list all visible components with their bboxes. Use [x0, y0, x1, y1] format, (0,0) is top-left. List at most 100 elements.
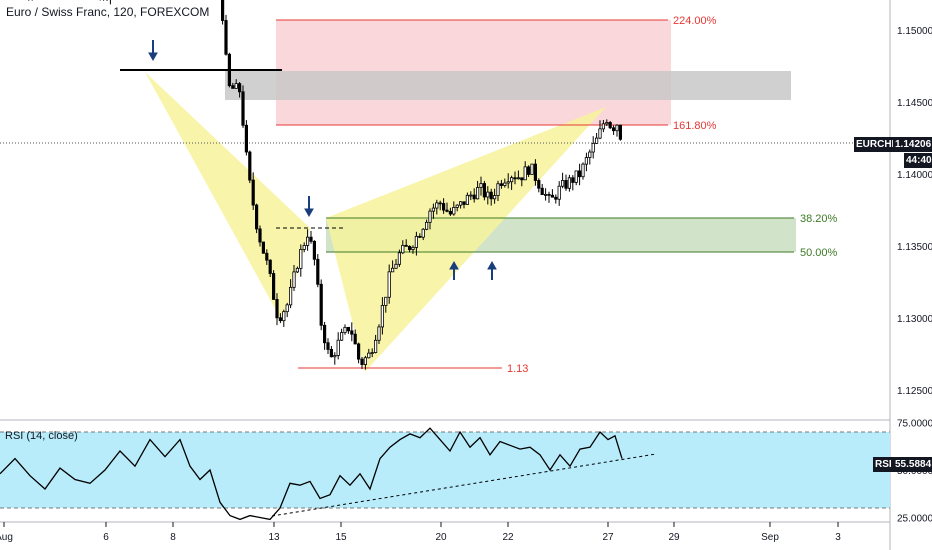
- candle-body: [571, 177, 575, 183]
- candle-body: [394, 263, 398, 269]
- candle-body: [458, 201, 463, 206]
- candle-body: [475, 187, 480, 200]
- candle-body: [370, 352, 374, 354]
- candle-body: [404, 244, 408, 247]
- candle-body: [241, 91, 245, 126]
- price-axis-tick: 1.14500: [897, 98, 932, 109]
- candle-body: [244, 124, 248, 153]
- candle-body: [234, 83, 238, 89]
- candle-body: [414, 235, 419, 248]
- candle-body: [360, 358, 364, 365]
- time-axis-tick: 13: [268, 532, 280, 543]
- candle-body: [302, 245, 306, 250]
- candle-body: [407, 245, 412, 250]
- candle-body: [258, 228, 262, 243]
- time-axis-tick: Sep: [761, 532, 779, 543]
- candle-body: [486, 191, 490, 198]
- candle-body: [397, 252, 402, 265]
- fib-224-label: 224.00%: [673, 15, 717, 27]
- candle-body: [435, 202, 439, 209]
- candle-body: [598, 128, 602, 139]
- candle-body: [346, 326, 351, 332]
- candle-body: [445, 209, 449, 212]
- candle-body: [278, 317, 283, 322]
- price-axis-tick: 1.13500: [897, 242, 932, 253]
- arrow-down-icon: [304, 196, 314, 218]
- candle-body: [438, 202, 442, 205]
- candle-body: [424, 221, 429, 230]
- level-113-label: 1.13: [507, 363, 528, 375]
- candle-body: [343, 326, 347, 333]
- candle-body: [292, 271, 296, 288]
- rsi-series-line: [0, 427, 623, 521]
- candle-body: [261, 241, 266, 254]
- candle-body: [567, 177, 572, 189]
- candle-body: [612, 127, 616, 132]
- candle-body: [581, 163, 585, 178]
- candle-body: [299, 249, 303, 269]
- candle-body: [363, 357, 368, 365]
- candle-body: [506, 181, 510, 184]
- candle-body: [595, 137, 599, 144]
- candle-body: [533, 163, 538, 181]
- candle-body: [605, 122, 609, 125]
- arrow-up-icon: [487, 260, 497, 280]
- candle-body: [336, 339, 340, 356]
- candle-body: [479, 183, 483, 188]
- candle-body: [462, 201, 466, 205]
- candle-body: [227, 53, 231, 87]
- candle-body: [231, 85, 235, 89]
- candle-body: [373, 339, 378, 353]
- candle-body: [295, 267, 300, 273]
- candle-body: [523, 166, 527, 181]
- candle-body: [265, 252, 269, 261]
- candle-body: [537, 180, 541, 189]
- candle-body: [339, 332, 344, 341]
- time-axis-tick: 27: [602, 532, 614, 543]
- candle-body: [561, 180, 565, 187]
- candle-body: [428, 210, 432, 223]
- candle-body: [618, 124, 623, 140]
- candle-body: [452, 207, 456, 215]
- candle-body: [448, 210, 453, 215]
- candle-body: [503, 182, 507, 186]
- candle-body: [530, 163, 534, 175]
- candle-body: [615, 124, 619, 132]
- candle-body: [288, 286, 293, 306]
- candle-body: [326, 342, 330, 350]
- price-tag: 1.14206: [893, 137, 932, 152]
- countdown-tag: 44:40: [904, 153, 932, 168]
- candle-body: [441, 203, 446, 211]
- candle-body: [469, 194, 473, 197]
- candle-body: [387, 271, 391, 298]
- candle-body: [550, 194, 555, 198]
- rsi-axis-tick: 75.0000: [897, 419, 932, 430]
- time-axis-tick: 20: [435, 532, 447, 543]
- candle-body: [319, 283, 323, 326]
- candle-body: [285, 304, 289, 313]
- time-axis-tick: 3: [835, 532, 841, 543]
- fib-1618-label: 161.80%: [673, 120, 717, 132]
- candle-body: [496, 183, 500, 196]
- candle-body: [513, 177, 517, 180]
- time-axis-tick: 29: [668, 532, 680, 543]
- candle-body: [329, 349, 334, 358]
- candle-body: [584, 157, 589, 165]
- chart-title: Euro / Swiss Franc, 120, FOREXCOM: [6, 5, 210, 19]
- candle-body: [492, 195, 497, 200]
- candle-body: [564, 180, 568, 189]
- candle-body: [384, 296, 388, 306]
- candle-body: [367, 352, 371, 359]
- symbol-tag: EURCHF: [854, 137, 900, 152]
- price-axis-tick: 1.12500: [897, 386, 932, 397]
- candle-body: [547, 193, 551, 196]
- candle-body: [316, 258, 320, 285]
- candle-body: [601, 123, 606, 130]
- candle-body: [275, 299, 279, 319]
- candle-body: [472, 194, 476, 200]
- arrow-down-icon: [148, 40, 158, 62]
- candle-body: [516, 177, 521, 180]
- gray-resistance-zone: [225, 71, 791, 100]
- candle-body: [489, 191, 493, 200]
- arrow-up-icon: [449, 260, 459, 280]
